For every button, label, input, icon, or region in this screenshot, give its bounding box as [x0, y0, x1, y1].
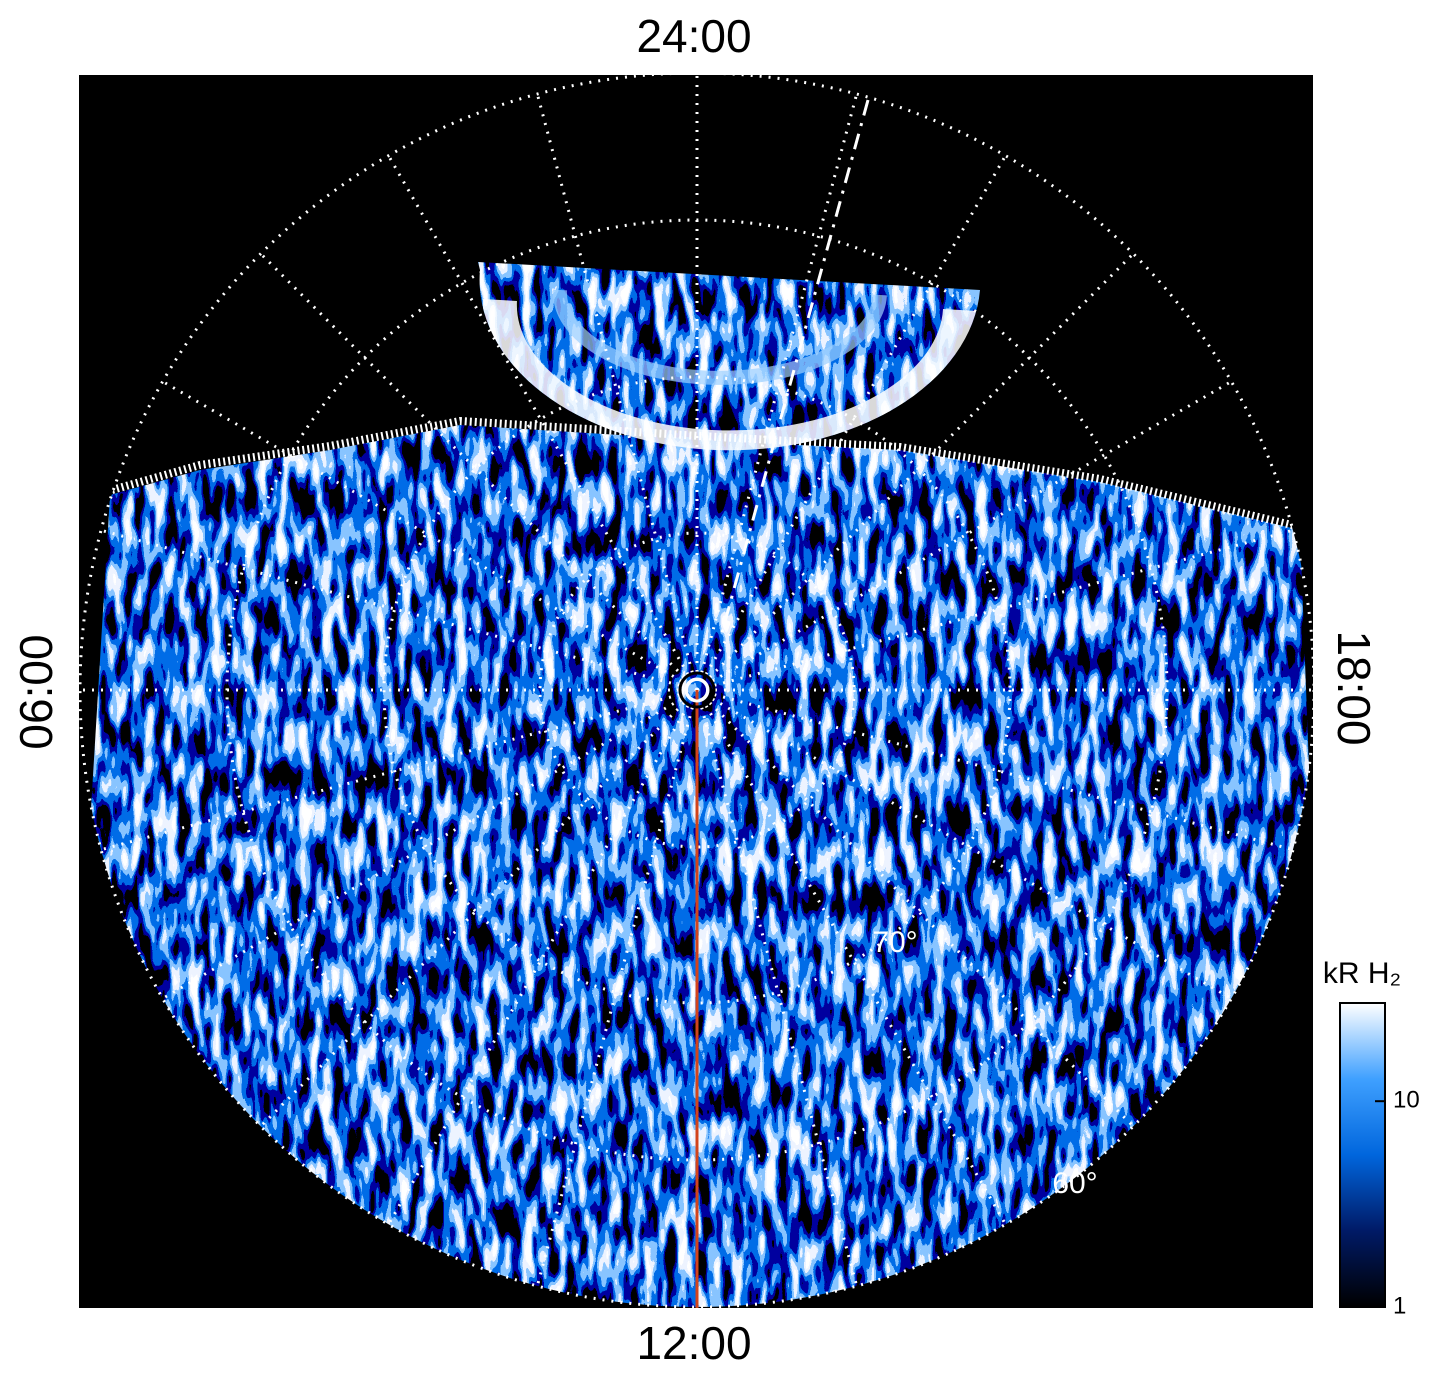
- top-label: 24:00: [636, 10, 751, 62]
- meridian-line: [696, 688, 1233, 1000]
- oval-band: [482, 299, 977, 451]
- meridian-line: [161, 380, 698, 692]
- oval-band-inner: [552, 289, 887, 385]
- meridian-line: [696, 380, 1233, 692]
- meridian-line: [259, 252, 699, 692]
- meridian-line: [100, 528, 698, 692]
- bottom-label: 12:00: [636, 1317, 751, 1369]
- pole-marker-ring: [678, 671, 716, 709]
- meridian-line: [259, 688, 699, 1128]
- colorbar-tick-label: 10: [1393, 1087, 1420, 1114]
- colorbar-label: kR H₂: [1323, 957, 1401, 990]
- latitude-circle: [538, 531, 856, 849]
- reference-line: [718, 99, 870, 641]
- meridian-line: [696, 688, 1294, 852]
- meridian-line: [695, 689, 859, 1287]
- colorbar-axis: 1 10: [1375, 1087, 1420, 1319]
- colorbar: [1339, 1002, 1386, 1308]
- pole-marker: [684, 677, 710, 703]
- latitude-circle: [78, 71, 1316, 1309]
- latitude-circle: [382, 375, 1012, 1005]
- meridian-line: [100, 688, 698, 852]
- right-label: 18:00: [1328, 630, 1380, 745]
- meridian-line: [695, 689, 1007, 1226]
- meridian-line: [161, 688, 698, 1000]
- latitude-label: 70°: [872, 926, 917, 959]
- meridian-line: [695, 93, 859, 691]
- meridian-line: [535, 689, 699, 1287]
- meridian-line: [696, 528, 1294, 692]
- meridian-line: [387, 154, 699, 691]
- colorbar-tick-label: 1: [1393, 1292, 1406, 1319]
- left-label: 06:00: [10, 634, 62, 749]
- limb-edge: [110, 416, 1301, 531]
- meridian-line: [695, 688, 1135, 1128]
- meridian-line: [695, 252, 1135, 692]
- meridian-line: [535, 93, 699, 691]
- meridian-line: [695, 154, 1007, 691]
- meridian-line: [387, 689, 699, 1226]
- latitude-label: 60°: [1052, 1167, 1097, 1200]
